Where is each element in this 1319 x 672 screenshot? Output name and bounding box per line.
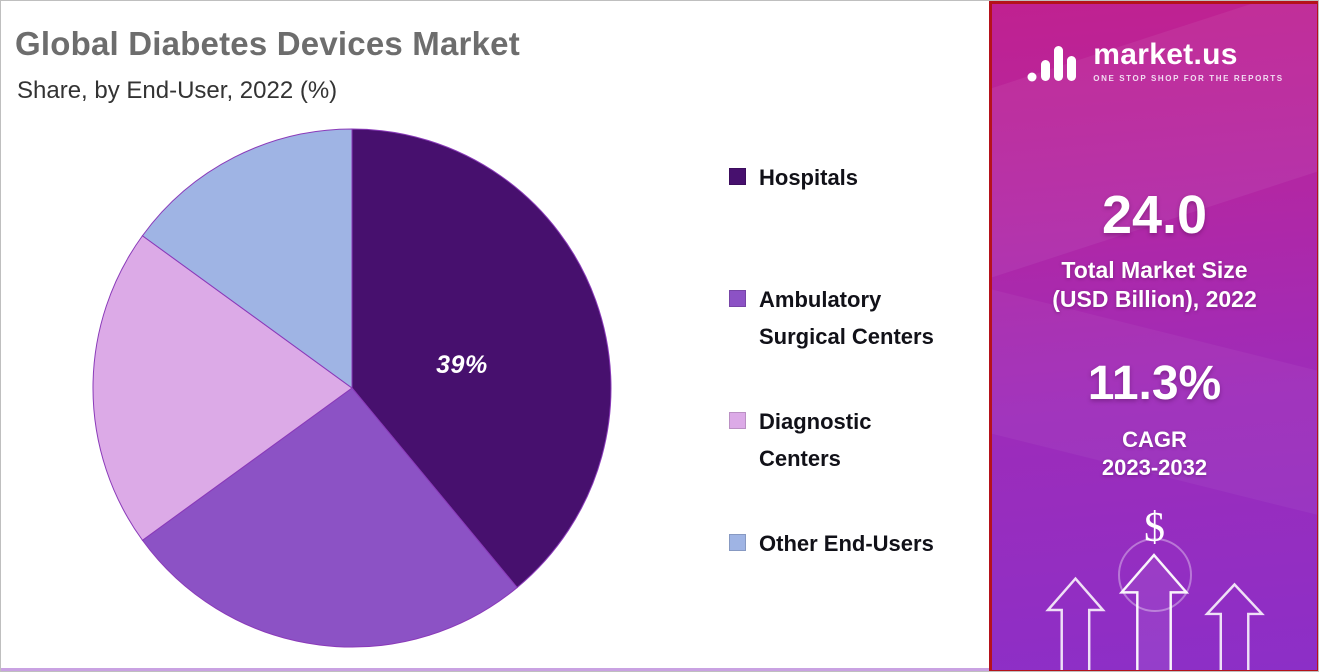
- chart-legend: Hospitals Ambulatory Surgical Centers Di…: [729, 159, 979, 599]
- legend-swatch-other-end-users: [729, 534, 746, 551]
- cagr-value: 11.3%: [1087, 357, 1222, 410]
- dollar-circle-outline: [1117, 538, 1192, 612]
- pie-slice: [141, 128, 353, 389]
- legend-item-diagnostic-centers: Diagnostic Centers: [729, 403, 951, 477]
- pie-chart-svg: [92, 128, 612, 648]
- logo-text: market.us ONE STOP SHOP FOR THE REPORTS: [1093, 38, 1283, 83]
- brand-logo: market.us ONE STOP SHOP FOR THE REPORTS: [992, 34, 1317, 86]
- growth-arrows-icon: [1045, 553, 1265, 670]
- legend-item-ambulatory-surgical-centers: Ambulatory Surgical Centers: [729, 281, 951, 355]
- pie-slice: [92, 235, 353, 541]
- pie-slice-data-label: 39%: [436, 351, 488, 380]
- pie-chart: 39%: [89, 125, 615, 651]
- page-subtitle: Share, by End-User, 2022 (%): [17, 77, 338, 104]
- legend-item-hospitals: Hospitals: [729, 159, 951, 196]
- page-title: Global Diabetes Devices Market: [15, 25, 520, 62]
- chart-area: Global Diabetes Devices Market Share, by…: [1, 1, 989, 671]
- cagr-label-line2: 2023-2032: [1101, 455, 1208, 480]
- cagr-label-line1: CAGR: [1122, 427, 1187, 452]
- market-size-label-line2: (USD Billion), 2022: [1052, 286, 1257, 312]
- legend-swatch-diagnostic-centers: [729, 412, 746, 429]
- pie-slice: [351, 128, 612, 589]
- market-size-value: 24.0: [1101, 185, 1208, 245]
- market-size-label-line1: Total Market Size: [1061, 257, 1248, 283]
- legend-swatch-hospitals: [729, 168, 746, 185]
- legend-label: Diagnostic Centers: [759, 409, 872, 471]
- legend-label: Ambulatory Surgical Centers: [759, 287, 934, 349]
- legend-item-other-end-users: Other End-Users: [729, 525, 951, 562]
- legend-label: Other End-Users: [759, 531, 934, 556]
- brand-tagline: ONE STOP SHOP FOR THE REPORTS: [1093, 73, 1284, 83]
- market-size-label: Total Market Size (USD Billion), 2022: [992, 256, 1317, 314]
- cagr-label: CAGR 2023-2032: [992, 426, 1317, 482]
- brand-name: market.us: [1093, 37, 1238, 71]
- dollar-decoration: $: [992, 504, 1317, 612]
- brand-sidebar: market.us ONE STOP SHOP FOR THE REPORTS …: [989, 1, 1318, 671]
- legend-swatch-ambulatory-surgical-centers: [729, 290, 746, 307]
- dollar-icon: $: [1144, 505, 1165, 551]
- marketus-logo-icon: [1027, 46, 1077, 82]
- pie-slice: [141, 387, 518, 648]
- legend-label: Hospitals: [759, 165, 859, 190]
